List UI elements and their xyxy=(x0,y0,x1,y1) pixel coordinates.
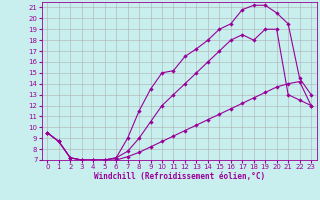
X-axis label: Windchill (Refroidissement éolien,°C): Windchill (Refroidissement éolien,°C) xyxy=(94,172,265,181)
